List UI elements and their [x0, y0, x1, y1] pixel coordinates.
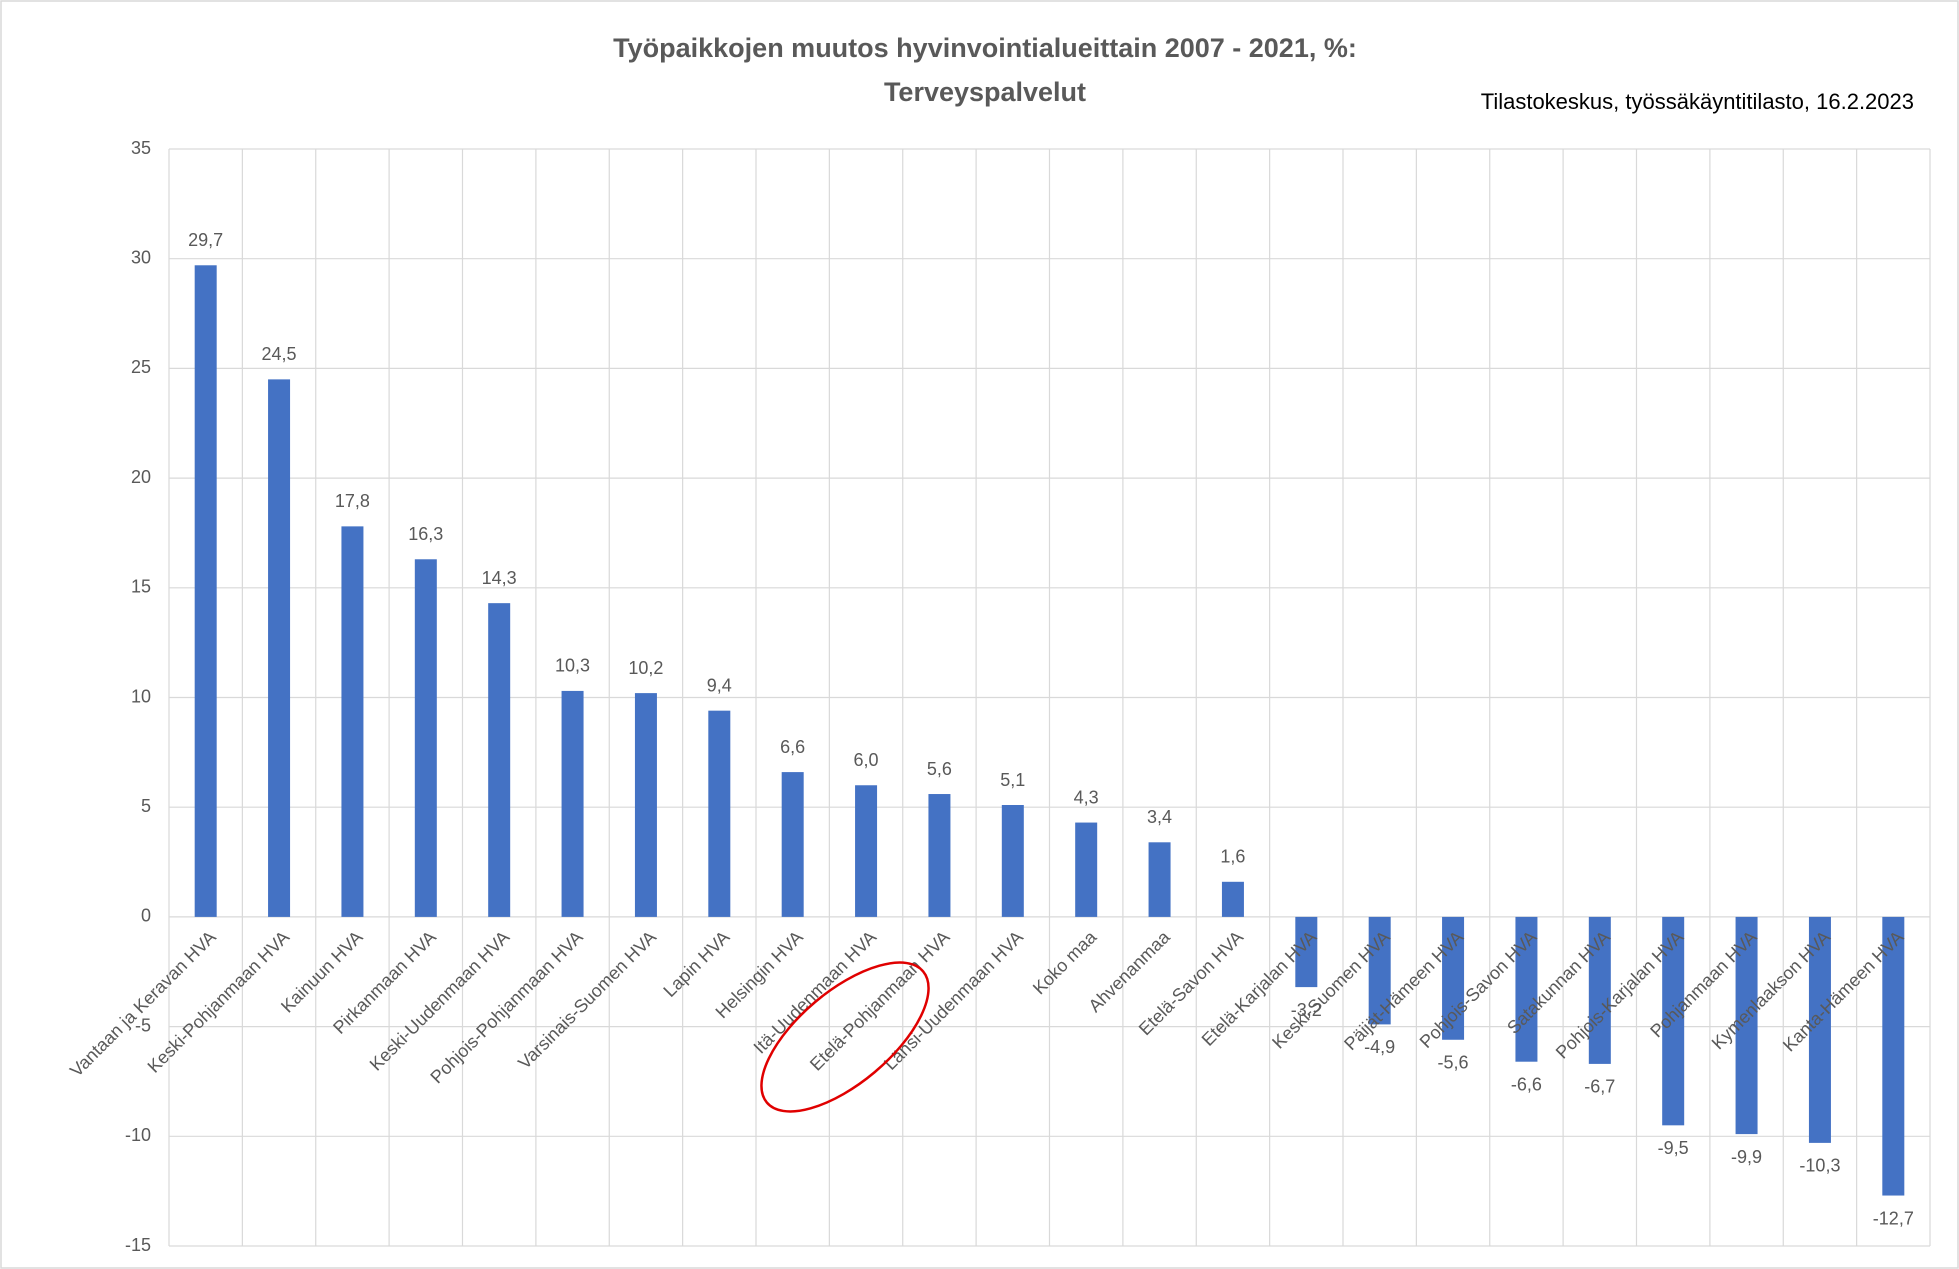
source-note: Tilastokeskus, työssäkäyntitilasto, 16.2… — [1481, 89, 1914, 114]
data-label: 10,3 — [555, 656, 590, 676]
bar — [488, 603, 511, 917]
y-tick-label: -15 — [125, 1235, 151, 1255]
bar — [708, 710, 731, 917]
data-label: -9,5 — [1658, 1138, 1689, 1158]
chart-title: Työpaikkojen muutos hyvinvointialueittai… — [613, 33, 1357, 63]
data-label: 24,5 — [262, 344, 297, 364]
data-label: -3,2 — [1291, 1000, 1322, 1020]
data-label: 3,4 — [1147, 807, 1172, 827]
data-label: 5,6 — [927, 759, 952, 779]
bar — [1442, 916, 1465, 1040]
bar — [1735, 916, 1758, 1135]
data-label: -9,9 — [1731, 1147, 1762, 1167]
bar — [1221, 881, 1244, 917]
bar — [1662, 916, 1685, 1126]
data-label: 6,0 — [854, 750, 879, 770]
bar — [561, 690, 584, 917]
data-label: 17,8 — [335, 491, 370, 511]
bar — [1148, 842, 1171, 917]
bar — [341, 526, 364, 917]
y-tick-label: 20 — [131, 467, 151, 487]
y-tick-label: 0 — [141, 906, 151, 926]
y-tick-label: 30 — [131, 247, 151, 267]
bar — [1075, 822, 1098, 917]
bar — [781, 772, 804, 917]
bar — [928, 794, 951, 917]
y-tick-label: 5 — [141, 796, 151, 816]
bar — [1295, 916, 1318, 988]
y-tick-label: 10 — [131, 686, 151, 706]
y-tick-label: 25 — [131, 357, 151, 377]
bar — [1808, 916, 1831, 1143]
data-label: -4,9 — [1364, 1037, 1395, 1057]
data-label: -10,3 — [1799, 1156, 1840, 1176]
bar — [634, 693, 657, 917]
data-label: -6,6 — [1511, 1074, 1542, 1094]
data-label: 6,6 — [780, 737, 805, 757]
data-label: -6,7 — [1584, 1077, 1615, 1097]
bar — [268, 379, 291, 917]
bar — [414, 559, 437, 917]
data-label: 4,3 — [1074, 787, 1099, 807]
data-label: 10,2 — [628, 658, 663, 678]
data-label: 9,4 — [707, 675, 732, 695]
y-tick-label: 35 — [131, 138, 151, 158]
bar — [194, 265, 217, 917]
bar — [1001, 805, 1024, 917]
chart-subtitle: Terveyspalvelut — [884, 77, 1086, 107]
bar — [855, 785, 878, 917]
y-tick-label: 15 — [131, 577, 151, 597]
bar — [1588, 916, 1611, 1064]
data-label: 16,3 — [408, 524, 443, 544]
y-tick-label: -10 — [125, 1125, 151, 1145]
data-label: 5,1 — [1000, 770, 1025, 790]
data-label: -12,7 — [1873, 1208, 1914, 1228]
data-label: 14,3 — [482, 568, 517, 588]
data-label: -5,6 — [1438, 1053, 1469, 1073]
data-label: 29,7 — [188, 230, 223, 250]
y-tick-label: -5 — [135, 1015, 151, 1035]
bar — [1882, 916, 1905, 1196]
data-label: 1,6 — [1220, 847, 1245, 867]
bar — [1368, 916, 1391, 1025]
bar — [1515, 916, 1538, 1062]
highlight-ellipse — [760, 961, 930, 1113]
